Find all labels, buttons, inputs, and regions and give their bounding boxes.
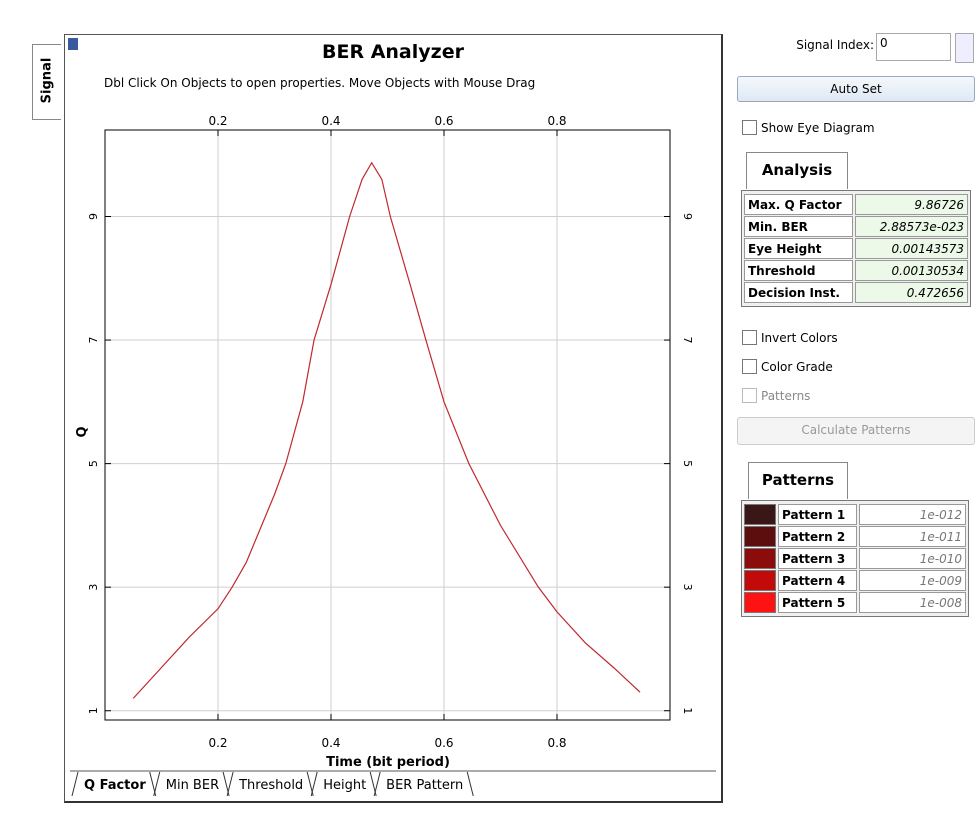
patterns-tab[interactable]: Patterns bbox=[748, 462, 848, 499]
patterns-checkbox[interactable]: Patterns bbox=[742, 388, 810, 403]
plot-area bbox=[105, 130, 670, 720]
pattern-value: 1e-011 bbox=[859, 526, 966, 547]
chart-tab[interactable]: Min BER bbox=[166, 778, 219, 793]
analysis-value: 0.00143573 bbox=[855, 238, 968, 259]
pattern-name: Pattern 4 bbox=[778, 570, 857, 591]
signal-index-label: Signal Index: bbox=[760, 38, 874, 52]
spinner[interactable] bbox=[955, 33, 974, 63]
chart-tab[interactable]: Height bbox=[323, 778, 366, 793]
auto-set-button[interactable]: Auto Set bbox=[737, 76, 975, 102]
analysis-key: Max. Q Factor bbox=[744, 194, 853, 215]
chart: BER Analyzer Dbl Click On Objects to ope… bbox=[0, 0, 730, 830]
x-tick-label-top: 0.2 bbox=[208, 114, 227, 128]
x-tick-label-top: 0.8 bbox=[547, 114, 566, 128]
analysis-key: Threshold bbox=[744, 260, 853, 281]
analysis-key: Decision Inst. bbox=[744, 282, 853, 303]
y-tick-label-right: 9 bbox=[681, 213, 694, 220]
analysis-value: 0.472656 bbox=[855, 282, 968, 303]
y-tick-label: 1 bbox=[87, 707, 100, 714]
analysis-key: Min. BER bbox=[744, 216, 853, 237]
y-tick-label: 7 bbox=[87, 337, 100, 344]
analysis-tab[interactable]: Analysis bbox=[746, 152, 848, 189]
y-tick-label: 3 bbox=[87, 584, 100, 591]
checkbox-label: Invert Colors bbox=[761, 331, 838, 345]
y-tick-label-right: 3 bbox=[681, 584, 694, 591]
x-tick-label: 0.4 bbox=[321, 736, 340, 750]
pattern-value: 1e-010 bbox=[859, 548, 966, 569]
signal-index-input[interactable]: 0 bbox=[876, 33, 951, 61]
invert-colors-checkbox[interactable]: Invert Colors bbox=[742, 330, 838, 345]
calculate-patterns-button[interactable]: Calculate Patterns bbox=[737, 417, 975, 445]
pattern-name: Pattern 3 bbox=[778, 548, 857, 569]
y-tick-label-right: 5 bbox=[681, 460, 694, 467]
checkbox-label: Patterns bbox=[761, 389, 810, 403]
checkbox-label: Color Grade bbox=[761, 360, 833, 374]
analysis-value: 0.00130534 bbox=[855, 260, 968, 281]
checkbox-box bbox=[742, 330, 757, 345]
pattern-value: 1e-008 bbox=[859, 592, 966, 613]
checkbox-label: Show Eye Diagram bbox=[761, 121, 875, 135]
pattern-value: 1e-012 bbox=[859, 504, 966, 525]
pattern-name: Pattern 5 bbox=[778, 592, 857, 613]
y-tick-label-right: 1 bbox=[681, 707, 694, 714]
page: Signal BER Analyzer Dbl Click On Objects… bbox=[0, 0, 977, 830]
chart-icon[interactable] bbox=[68, 38, 78, 50]
chart-tab[interactable]: BER Pattern bbox=[386, 778, 463, 793]
x-tick-label-top: 0.4 bbox=[321, 114, 340, 128]
y-tick-label: 5 bbox=[87, 460, 100, 467]
analysis-key: Eye Height bbox=[744, 238, 853, 259]
analysis-value: 9.86726 bbox=[855, 194, 968, 215]
chart-tab[interactable]: Q Factor bbox=[84, 778, 146, 793]
pattern-swatch bbox=[744, 592, 776, 613]
pattern-swatch bbox=[744, 526, 776, 547]
y-axis-label: Q bbox=[75, 426, 90, 437]
checkbox-box bbox=[742, 359, 757, 374]
chart-tab[interactable]: Threshold bbox=[238, 778, 303, 793]
analysis-value: 2.88573e-023 bbox=[855, 216, 968, 237]
x-tick-label: 0.2 bbox=[208, 736, 227, 750]
analysis-row: Decision Inst.0.472656 bbox=[744, 282, 968, 303]
x-axis-label: Time (bit period) bbox=[326, 755, 450, 770]
pattern-value: 1e-009 bbox=[859, 570, 966, 591]
chart-title: BER Analyzer bbox=[322, 41, 465, 63]
color-grade-checkbox[interactable]: Color Grade bbox=[742, 359, 833, 374]
x-tick-label: 0.6 bbox=[434, 736, 453, 750]
pattern-swatch bbox=[744, 570, 776, 591]
chart-subtitle: Dbl Click On Objects to open properties.… bbox=[104, 76, 535, 90]
pattern-name: Pattern 1 bbox=[778, 504, 857, 525]
checkbox-box bbox=[742, 388, 757, 403]
pattern-name: Pattern 2 bbox=[778, 526, 857, 547]
checkbox-box bbox=[742, 120, 757, 135]
pattern-swatch bbox=[744, 548, 776, 569]
y-tick-label-right: 7 bbox=[681, 337, 694, 344]
x-tick-label: 0.8 bbox=[547, 736, 566, 750]
y-tick-label: 9 bbox=[87, 213, 100, 220]
pattern-swatch bbox=[744, 504, 776, 525]
show-eye-diagram-checkbox[interactable]: Show Eye Diagram bbox=[742, 120, 875, 135]
x-tick-label-top: 0.6 bbox=[434, 114, 453, 128]
